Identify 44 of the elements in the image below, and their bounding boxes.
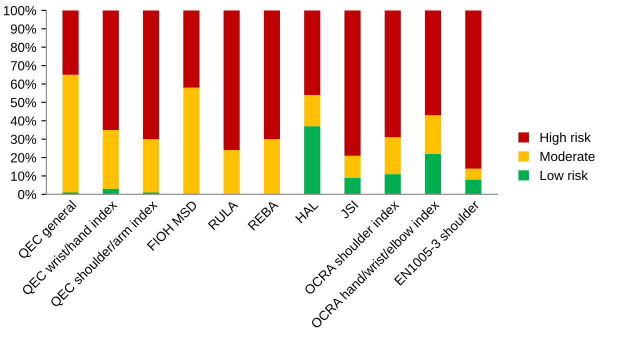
- bar: [264, 139, 280, 194]
- bar: [183, 88, 200, 194]
- bar: [304, 126, 320, 194]
- bar: [465, 168, 482, 180]
- bar: [424, 115, 442, 154]
- y-tick-label: 40%: [10, 116, 36, 126]
- y-tick-label: 60%: [10, 80, 36, 89]
- bar: [224, 150, 240, 194]
- y-tick-label: 0%: [18, 190, 36, 200]
- bar: [304, 10, 320, 96]
- bar: [224, 10, 240, 150]
- bar: [102, 188, 119, 194]
- bar: [62, 74, 79, 192]
- legend-label: High risk: [540, 132, 591, 145]
- bar: [344, 10, 361, 156]
- bar: [344, 156, 361, 178]
- y-tick-label: 30%: [10, 134, 36, 144]
- bar: [143, 10, 160, 140]
- bar: [465, 10, 482, 169]
- bar: [102, 130, 119, 189]
- bar: [183, 10, 200, 88]
- bar: [143, 139, 160, 192]
- bar: [384, 10, 401, 138]
- y-tick-label: 90%: [10, 24, 36, 34]
- y-tick-label: 50%: [10, 98, 36, 108]
- x-tick-label: JSI: [339, 200, 358, 220]
- bar: [424, 10, 442, 116]
- bar: [304, 95, 320, 126]
- y-tick-label: 20%: [10, 153, 36, 162]
- legend-label: Low risk: [540, 170, 588, 180]
- y-tick-label: 70%: [10, 61, 36, 70]
- legend-label: Moderate: [540, 151, 595, 162]
- x-tick-label: HAL: [295, 200, 319, 224]
- y-tick-label: 10%: [11, 171, 36, 181]
- bar: [384, 174, 401, 194]
- bar: [384, 137, 401, 174]
- bar: [264, 10, 280, 140]
- bar: [465, 180, 482, 194]
- y-tick-label: 80%: [10, 42, 36, 52]
- bar: [102, 10, 119, 130]
- bar: [344, 178, 361, 194]
- bar: [424, 154, 442, 194]
- y-tick-label: 100%: [4, 6, 36, 16]
- bar: [62, 10, 79, 75]
